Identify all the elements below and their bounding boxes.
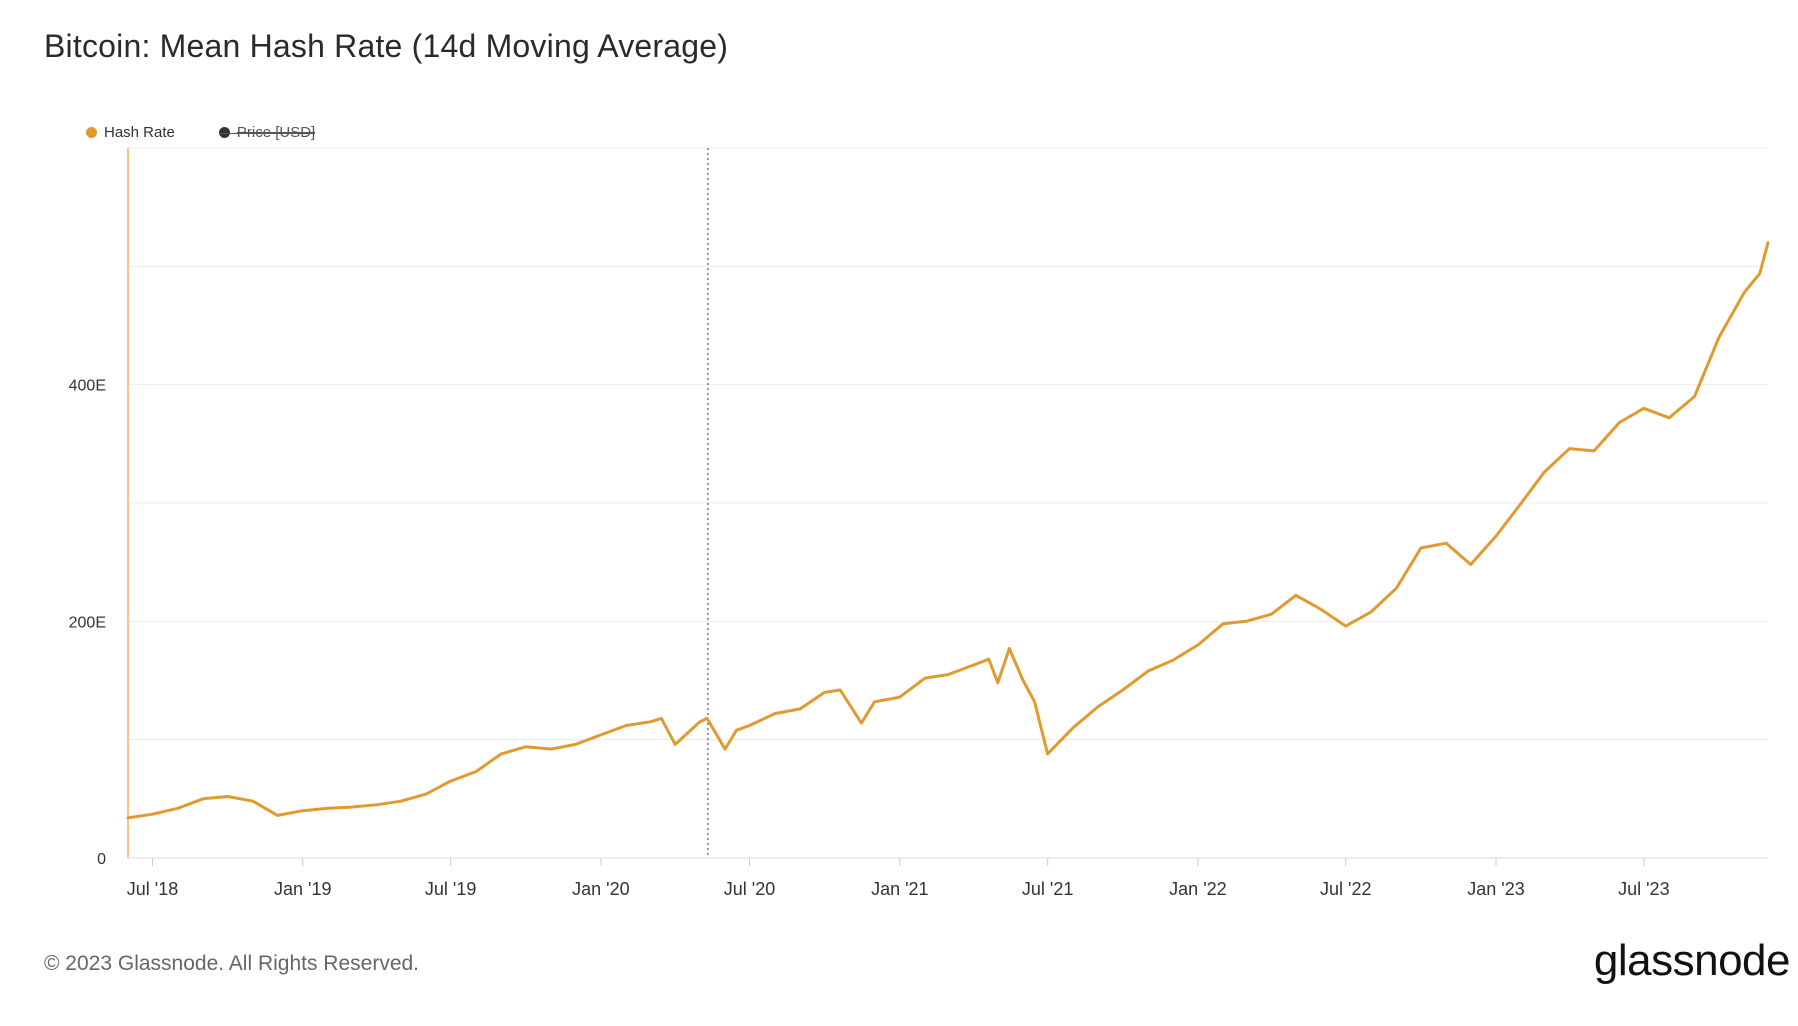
y-tick-label: 200E bbox=[69, 614, 106, 631]
y-tick-label: 0 bbox=[97, 851, 106, 868]
grid-lines bbox=[128, 147, 1768, 741]
series-line-hash-rate bbox=[126, 241, 1770, 820]
legend-item-price[interactable]: Price [USD] bbox=[218, 124, 316, 141]
x-axis-ticks: Jul '18 Jan '19 Jul '19 Jan '20 Jul '20 Jan '… bbox=[127, 858, 1670, 899]
series-group bbox=[126, 241, 1770, 820]
x-tick-label: Jan '20 bbox=[572, 879, 629, 899]
chart-title: Bitcoin: Mean Hash Rate (14d Moving Aver… bbox=[44, 28, 729, 64]
x-tick-label: Jul '21 bbox=[1022, 879, 1073, 899]
hash-rate-dot-icon bbox=[86, 127, 97, 138]
x-tick-label: Jul '23 bbox=[1618, 879, 1669, 899]
legend-item-hash-rate[interactable]: Hash Rate bbox=[86, 124, 175, 141]
x-tick-label: Jul '19 bbox=[425, 879, 476, 899]
x-tick-label: Jan '22 bbox=[1169, 879, 1226, 899]
y-axis-ticks: 0 200E 400E bbox=[69, 378, 106, 868]
x-tick-label: Jan '19 bbox=[274, 879, 331, 899]
legend-label-hash-rate: Hash Rate bbox=[104, 124, 175, 141]
copyright-text: © 2023 Glassnode. All Rights Reserved. bbox=[44, 952, 420, 975]
legend: Hash Rate Price [USD] bbox=[86, 124, 316, 141]
y-tick-label: 400E bbox=[69, 378, 106, 395]
x-tick-label: Jul '18 bbox=[127, 879, 178, 899]
x-tick-label: Jan '23 bbox=[1467, 879, 1524, 899]
x-tick-label: Jan '21 bbox=[871, 879, 928, 899]
x-tick-label: Jul '22 bbox=[1320, 879, 1371, 899]
glassnode-logo: glassnode bbox=[1593, 936, 1791, 985]
x-tick-label: Jul '20 bbox=[724, 879, 775, 899]
